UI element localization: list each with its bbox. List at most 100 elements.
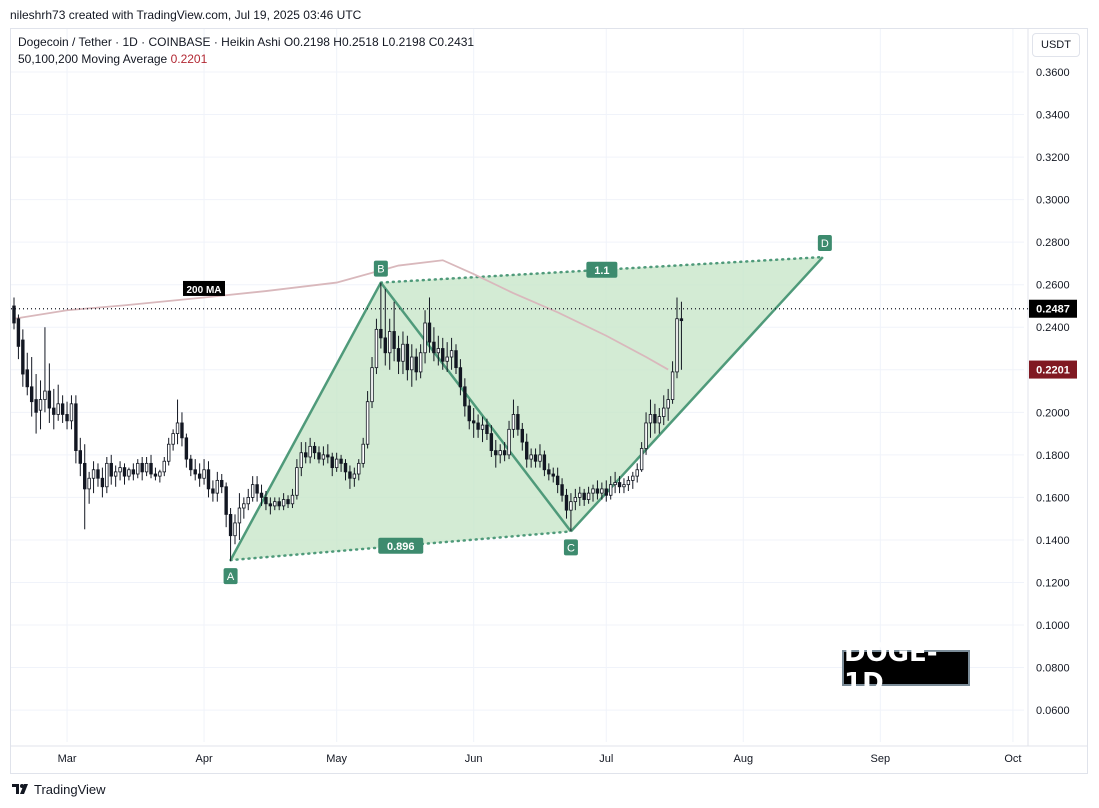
- x-tick-label: Jul: [599, 753, 613, 765]
- candle-body: [436, 348, 441, 354]
- candle-body: [140, 462, 144, 473]
- pattern-leg-CD: [569, 256, 824, 533]
- ma-price-tag-text: 0.2201: [1036, 365, 1070, 377]
- candle-body: [405, 343, 410, 371]
- candle-body: [401, 343, 405, 362]
- candle-body: [339, 458, 343, 464]
- candle-body: [34, 399, 38, 413]
- ratio-label: 1.1: [594, 265, 609, 277]
- candle-body: [65, 414, 69, 422]
- candle-body: [277, 501, 281, 507]
- candle-body: [153, 473, 158, 477]
- candle-body: [321, 454, 326, 460]
- y-tick-label: 0.3000: [1036, 195, 1070, 207]
- footer-brand[interactable]: TradingView: [12, 782, 106, 797]
- candle-body: [60, 403, 65, 415]
- candle-body: [299, 452, 303, 469]
- candle-body: [343, 462, 348, 473]
- candle-body: [100, 477, 105, 488]
- symbol-line: Dogecoin / Tether · 1D · COINBASE · Heik…: [18, 35, 281, 49]
- candle-body: [268, 503, 273, 507]
- candle-body: [604, 488, 608, 496]
- candle-body: [334, 458, 339, 469]
- ma-legend[interactable]: 50,100,200 Moving Average 0.2201: [18, 52, 207, 66]
- candle-body: [449, 350, 454, 358]
- candle-body: [83, 462, 87, 490]
- candle-body: [29, 386, 34, 403]
- x-tick-label: Oct: [1004, 753, 1021, 765]
- candle-body: [228, 514, 233, 537]
- y-tick-label: 0.1400: [1036, 535, 1070, 547]
- candle-body: [648, 414, 653, 424]
- candle-body: [312, 445, 317, 454]
- candle-body: [105, 462, 109, 488]
- candle-body: [525, 441, 529, 460]
- candle-body: [220, 479, 224, 488]
- candle-body: [476, 422, 480, 430]
- candle-body: [246, 496, 250, 505]
- candle-body: [47, 390, 52, 409]
- candle-body: [131, 469, 136, 475]
- candle-body: [494, 450, 498, 456]
- x-tick-label: May: [326, 753, 347, 765]
- candle-body: [520, 428, 524, 443]
- y-tick-label: 0.1000: [1036, 620, 1070, 632]
- y-tick-label: 0.1600: [1036, 492, 1070, 504]
- candle-body: [463, 386, 467, 407]
- candle-body: [162, 460, 166, 473]
- candle-body: [215, 479, 220, 494]
- candle-body: [352, 473, 357, 479]
- candle-body: [136, 462, 140, 475]
- candle-body: [25, 369, 29, 388]
- candle-body: [657, 416, 662, 424]
- current-price-tag: [1029, 299, 1077, 318]
- candle-body: [91, 469, 96, 479]
- candle-body: [458, 367, 463, 388]
- candle-body: [635, 469, 639, 477]
- candle-body: [264, 496, 268, 505]
- ohlc-high: H0.2518: [333, 35, 379, 49]
- y-tick-label: 0.0600: [1036, 705, 1070, 717]
- candle-body: [653, 414, 657, 424]
- candle-body: [281, 499, 286, 507]
- y-tick-label: 0.1200: [1036, 577, 1070, 589]
- candle-body: [361, 443, 365, 464]
- candle-body: [670, 371, 675, 400]
- candle-body: [224, 486, 228, 515]
- candle-body: [410, 356, 414, 371]
- ohlc-close: C0.2431: [428, 35, 475, 49]
- pattern-point-D-box: [817, 235, 832, 252]
- symbol-legend: Dogecoin / Tether · 1D · COINBASE · Heik…: [18, 35, 474, 49]
- candle-body: [374, 328, 379, 369]
- candle-body: [383, 337, 387, 354]
- candle-body: [308, 445, 312, 458]
- candle-body: [348, 471, 352, 479]
- candle-body: [330, 456, 334, 469]
- candle-body: [502, 450, 507, 456]
- candle-body: [609, 484, 613, 496]
- candle-body: [551, 473, 555, 477]
- currency-button[interactable]: USDT: [1032, 33, 1080, 57]
- ratio-label-box: [586, 261, 618, 278]
- candle-body: [392, 331, 396, 349]
- y-tick-label: 0.1800: [1036, 450, 1070, 462]
- candle-body: [255, 484, 259, 494]
- candle-body: [158, 471, 162, 477]
- symbol-watermark: DOGE-1D: [842, 638, 970, 698]
- candle-body: [317, 452, 321, 460]
- candle-body: [78, 450, 82, 464]
- candle-body: [631, 475, 635, 481]
- candle-body: [529, 454, 533, 460]
- candle-body: [206, 469, 211, 490]
- candle-body: [56, 403, 60, 415]
- ratio-label-box: [378, 537, 424, 554]
- pattern-point-B-label: B: [377, 264, 384, 276]
- candle-body: [295, 467, 299, 496]
- candle-body: [591, 488, 595, 494]
- candle-body: [454, 350, 458, 369]
- candle-body: [43, 390, 47, 400]
- x-tick-label: Mar: [58, 753, 77, 765]
- ma-value: 0.2201: [170, 52, 208, 66]
- ohlc-open: O0.2198: [283, 35, 330, 49]
